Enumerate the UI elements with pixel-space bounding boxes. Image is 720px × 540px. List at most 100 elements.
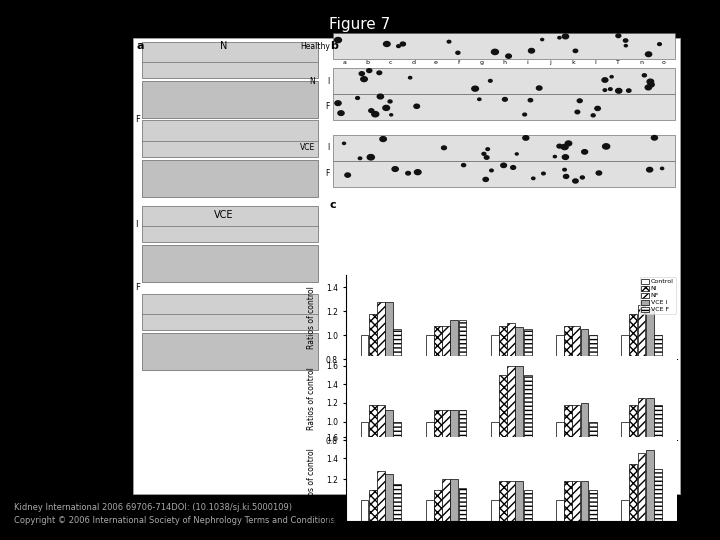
Text: Healthy: Healthy — [300, 42, 330, 51]
Bar — [393, 329, 401, 455]
Circle shape — [367, 154, 374, 160]
Bar — [646, 399, 654, 515]
Circle shape — [392, 167, 398, 171]
Bar — [637, 399, 645, 515]
Circle shape — [335, 37, 341, 43]
Bar — [369, 490, 377, 540]
Bar — [142, 120, 318, 157]
Circle shape — [603, 89, 607, 91]
Bar — [451, 410, 458, 515]
Circle shape — [415, 170, 421, 174]
Bar — [580, 329, 588, 455]
Bar — [361, 500, 369, 540]
Circle shape — [372, 112, 379, 117]
Bar — [556, 335, 564, 455]
Circle shape — [554, 156, 557, 158]
Bar — [333, 161, 675, 187]
Circle shape — [616, 34, 621, 38]
Circle shape — [541, 172, 545, 175]
Bar — [654, 469, 662, 540]
Text: Copyright © 2006 International Society of Nephrology Terms and Conditions: Copyright © 2006 International Society o… — [14, 516, 336, 525]
Text: o: o — [662, 60, 666, 65]
Bar — [451, 480, 458, 540]
Y-axis label: Ratios of control: Ratios of control — [307, 448, 316, 511]
Text: d: d — [411, 60, 415, 65]
Circle shape — [562, 34, 569, 39]
Bar — [589, 490, 597, 540]
Bar — [629, 314, 637, 455]
Bar — [333, 94, 675, 120]
Text: j: j — [549, 60, 551, 65]
Text: I: I — [328, 77, 330, 85]
Text: VCE: VCE — [213, 210, 233, 220]
Bar — [629, 463, 637, 540]
Bar — [369, 405, 377, 515]
Circle shape — [462, 164, 466, 167]
Text: Figure 7: Figure 7 — [329, 17, 391, 32]
Bar — [499, 326, 507, 455]
Circle shape — [557, 144, 562, 148]
Circle shape — [660, 167, 664, 170]
Bar — [434, 490, 442, 540]
Circle shape — [624, 44, 627, 47]
Bar — [499, 481, 507, 540]
Bar — [142, 206, 318, 242]
Text: c: c — [330, 200, 336, 211]
Text: I: I — [328, 144, 330, 152]
Bar — [637, 305, 645, 455]
Text: T: T — [616, 60, 621, 65]
Circle shape — [343, 142, 346, 145]
Bar — [629, 405, 637, 515]
Bar — [580, 481, 588, 540]
Y-axis label: Ratios of control: Ratios of control — [307, 367, 316, 430]
Bar — [442, 326, 450, 455]
Text: N: N — [220, 40, 227, 51]
Bar — [556, 422, 564, 515]
Bar — [393, 484, 401, 540]
Bar — [442, 410, 450, 515]
Text: VCE: VCE — [300, 144, 315, 152]
Text: F: F — [325, 170, 330, 178]
Circle shape — [485, 156, 489, 159]
Circle shape — [531, 177, 535, 180]
Bar — [556, 500, 564, 540]
Text: I: I — [135, 220, 138, 228]
Bar — [523, 375, 531, 515]
Bar — [377, 405, 385, 515]
Circle shape — [366, 69, 372, 72]
Circle shape — [400, 42, 405, 46]
Circle shape — [369, 109, 374, 112]
Circle shape — [380, 137, 387, 141]
Circle shape — [591, 114, 595, 117]
Circle shape — [573, 49, 577, 52]
Circle shape — [624, 39, 628, 42]
Bar — [564, 405, 572, 515]
Circle shape — [580, 176, 585, 179]
Bar — [621, 500, 629, 540]
Circle shape — [582, 150, 588, 154]
Text: c: c — [389, 60, 392, 65]
Bar — [508, 481, 515, 540]
Circle shape — [572, 179, 578, 183]
Bar — [654, 335, 662, 455]
Bar — [572, 481, 580, 540]
Circle shape — [528, 49, 534, 53]
Circle shape — [408, 77, 412, 79]
Circle shape — [603, 144, 610, 149]
Bar — [459, 410, 467, 515]
Text: h: h — [503, 60, 506, 65]
Circle shape — [647, 79, 654, 84]
Circle shape — [388, 100, 392, 103]
Circle shape — [486, 148, 490, 151]
Text: l: l — [595, 60, 596, 65]
Bar — [142, 333, 318, 370]
Bar — [377, 471, 385, 540]
Circle shape — [359, 157, 361, 160]
Text: n: n — [639, 60, 643, 65]
Circle shape — [383, 105, 390, 110]
Bar — [516, 327, 523, 455]
Circle shape — [563, 168, 567, 171]
Circle shape — [577, 99, 582, 103]
Circle shape — [377, 94, 384, 99]
Circle shape — [492, 49, 498, 55]
